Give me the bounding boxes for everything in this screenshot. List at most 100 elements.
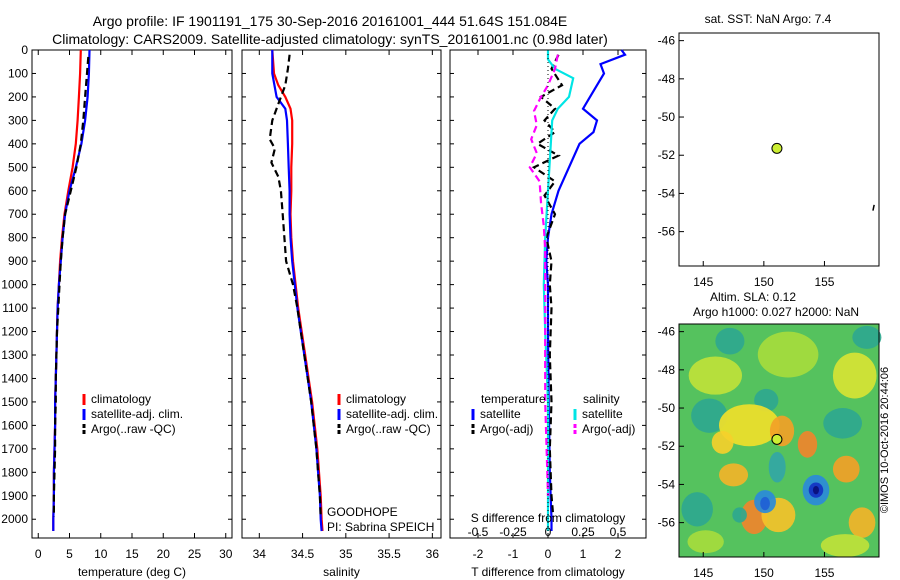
temperature-legend-label: Argo(..raw -QC) — [91, 422, 176, 436]
x-axis-label: temperature (deg C) — [78, 565, 186, 579]
y-tick-label: 1500 — [1, 395, 28, 409]
x-tick-label: 34.5 — [291, 547, 315, 561]
figure-title-line-1: Argo profile: IF 1901191_175 30-Sep-2016… — [92, 13, 568, 29]
sla-anomaly-patch — [732, 507, 747, 523]
coastline-fragment — [872, 204, 875, 211]
sla-anomaly-patch — [688, 356, 743, 395]
x-tick-label: 10 — [94, 547, 108, 561]
series-line-climatology — [52, 49, 82, 531]
series-line-argorawqc — [52, 56, 90, 517]
y-tick-label: 1100 — [2, 301, 28, 315]
sla-anomaly-patch — [687, 530, 724, 554]
x-tick-label: 15 — [125, 547, 139, 561]
salinity-difference-legend-label: satellite — [582, 407, 623, 421]
x-axis-label: T difference from climatology — [471, 565, 625, 579]
y-tick-label: 1000 — [1, 278, 28, 292]
series-line-temperature-satellite — [545, 49, 627, 531]
series-line-argorawqc — [268, 54, 322, 517]
y-tick-label: 800 — [8, 231, 28, 245]
sla-anomaly-patch — [760, 496, 770, 511]
series-line-climatology — [271, 49, 324, 532]
y-tick-label: 300 — [8, 113, 28, 127]
series-line-salinity-satellite — [542, 50, 575, 531]
sla-anomaly-patch — [768, 451, 786, 483]
sla-anomaly-patch — [711, 430, 734, 454]
map-y-tick-label: -46 — [658, 34, 676, 48]
x-tick-label: 30 — [219, 547, 233, 561]
map-title-sst: sat. SST: NaN Argo: 7.4 — [705, 12, 832, 26]
x-tick-label: 5 — [66, 547, 73, 561]
y-tick-label: 1800 — [1, 465, 28, 479]
salinity-legend-label: climatology — [346, 392, 406, 406]
series-line-satelliteadjclim — [52, 49, 91, 531]
map-y-tick-label: -54 — [658, 186, 676, 200]
map-x-tick-label: 145 — [693, 566, 713, 580]
x-tick-label: 35.5 — [377, 547, 401, 561]
figure-title-line-2: Climatology: CARS2009. Satellite-adjuste… — [52, 31, 608, 47]
map-title-sla: Altim. SLA: 0.12 — [710, 290, 796, 304]
annotation-text: GOODHOPE — [327, 505, 398, 519]
y-tick-label: 1200 — [1, 325, 28, 339]
y-tick-label: 1300 — [1, 348, 28, 362]
map-title-height: Argo h1000: 0.027 h2000: NaN — [693, 305, 859, 319]
x-axis-label: salinity — [323, 565, 360, 579]
annotation-text: PI: Sabrina SPEICH — [327, 520, 434, 534]
y-tick-label: 1600 — [1, 418, 28, 432]
map-y-tick-label: -54 — [658, 477, 676, 491]
map-x-tick-label: 150 — [754, 275, 774, 289]
x-tick-label: 0 — [545, 547, 552, 561]
map-y-tick-label: -50 — [658, 401, 676, 415]
sla-anomaly-patch — [852, 325, 882, 349]
salinity-legend-label: Argo(..raw -QC) — [346, 422, 431, 436]
x-tick-label: 0 — [35, 547, 42, 561]
map-y-tick-label: -48 — [658, 72, 676, 86]
imos-watermark: ©IMOS 10-Oct-2016 20:44:06 — [879, 367, 891, 513]
difference-legend-title: temperature — [481, 392, 546, 406]
x-tick-label: 36 — [426, 547, 440, 561]
difference-legend-title: salinity — [583, 392, 620, 406]
sla-anomaly-patch — [719, 463, 749, 487]
x-tick-label: 2 — [615, 547, 622, 561]
temperature-legend-label: climatology — [91, 392, 151, 406]
sla-anomaly-patch — [719, 404, 780, 447]
panel-frame-1 — [31, 49, 233, 539]
sla-anomaly-patch — [832, 352, 877, 399]
x-tick-label: 20 — [157, 547, 171, 561]
map-y-tick-label: -46 — [658, 325, 676, 339]
sla-anomaly-patch — [681, 492, 713, 527]
x2-tick-label: -0.25 — [499, 525, 527, 539]
x-tick-label: 34 — [253, 547, 267, 561]
x-tick-label: -1 — [508, 547, 519, 561]
map-y-tick-label: -52 — [658, 148, 676, 162]
sla-anomaly-patch — [823, 408, 863, 439]
map-x-tick-label: 145 — [693, 275, 713, 289]
temperature-legend-label: satellite-adj. clim. — [91, 407, 183, 421]
sla-anomaly-patch — [820, 534, 870, 557]
x-tick-label: -2 — [473, 547, 484, 561]
map-y-tick-label: -56 — [658, 225, 676, 239]
y-tick-label: 1700 — [1, 442, 28, 456]
panel-frame-2 — [241, 49, 442, 539]
temperature-difference-legend-label: Argo(-adj) — [480, 422, 533, 436]
y-tick-label: 900 — [8, 254, 28, 268]
x2-tick-label: -0.5 — [468, 525, 489, 539]
map-y-tick-label: -56 — [658, 516, 676, 530]
y-tick-label: 200 — [8, 90, 28, 104]
sla-anomaly-patch — [797, 430, 818, 458]
map-y-tick-label: -48 — [658, 363, 676, 377]
x2-tick-label: 0.5 — [610, 525, 627, 539]
y-tick-label: 500 — [8, 160, 28, 174]
x-tick-label: 1 — [580, 547, 587, 561]
salinity-legend-label: satellite-adj. clim. — [346, 407, 438, 421]
map-x-tick-label: 155 — [814, 275, 834, 289]
series-line-salinity-argoadj — [528, 54, 559, 496]
y-tick-label: 100 — [8, 66, 28, 80]
x2-tick-label: 0.25 — [571, 525, 595, 539]
argo-position-marker — [771, 433, 783, 445]
sla-anomaly-patch — [691, 398, 728, 433]
sla-anomaly-patch — [757, 331, 819, 378]
y-tick-label: 600 — [8, 184, 28, 198]
argo-position-marker — [771, 142, 783, 154]
sla-anomaly-patch — [715, 327, 745, 355]
map-x-tick-label: 155 — [814, 566, 834, 580]
